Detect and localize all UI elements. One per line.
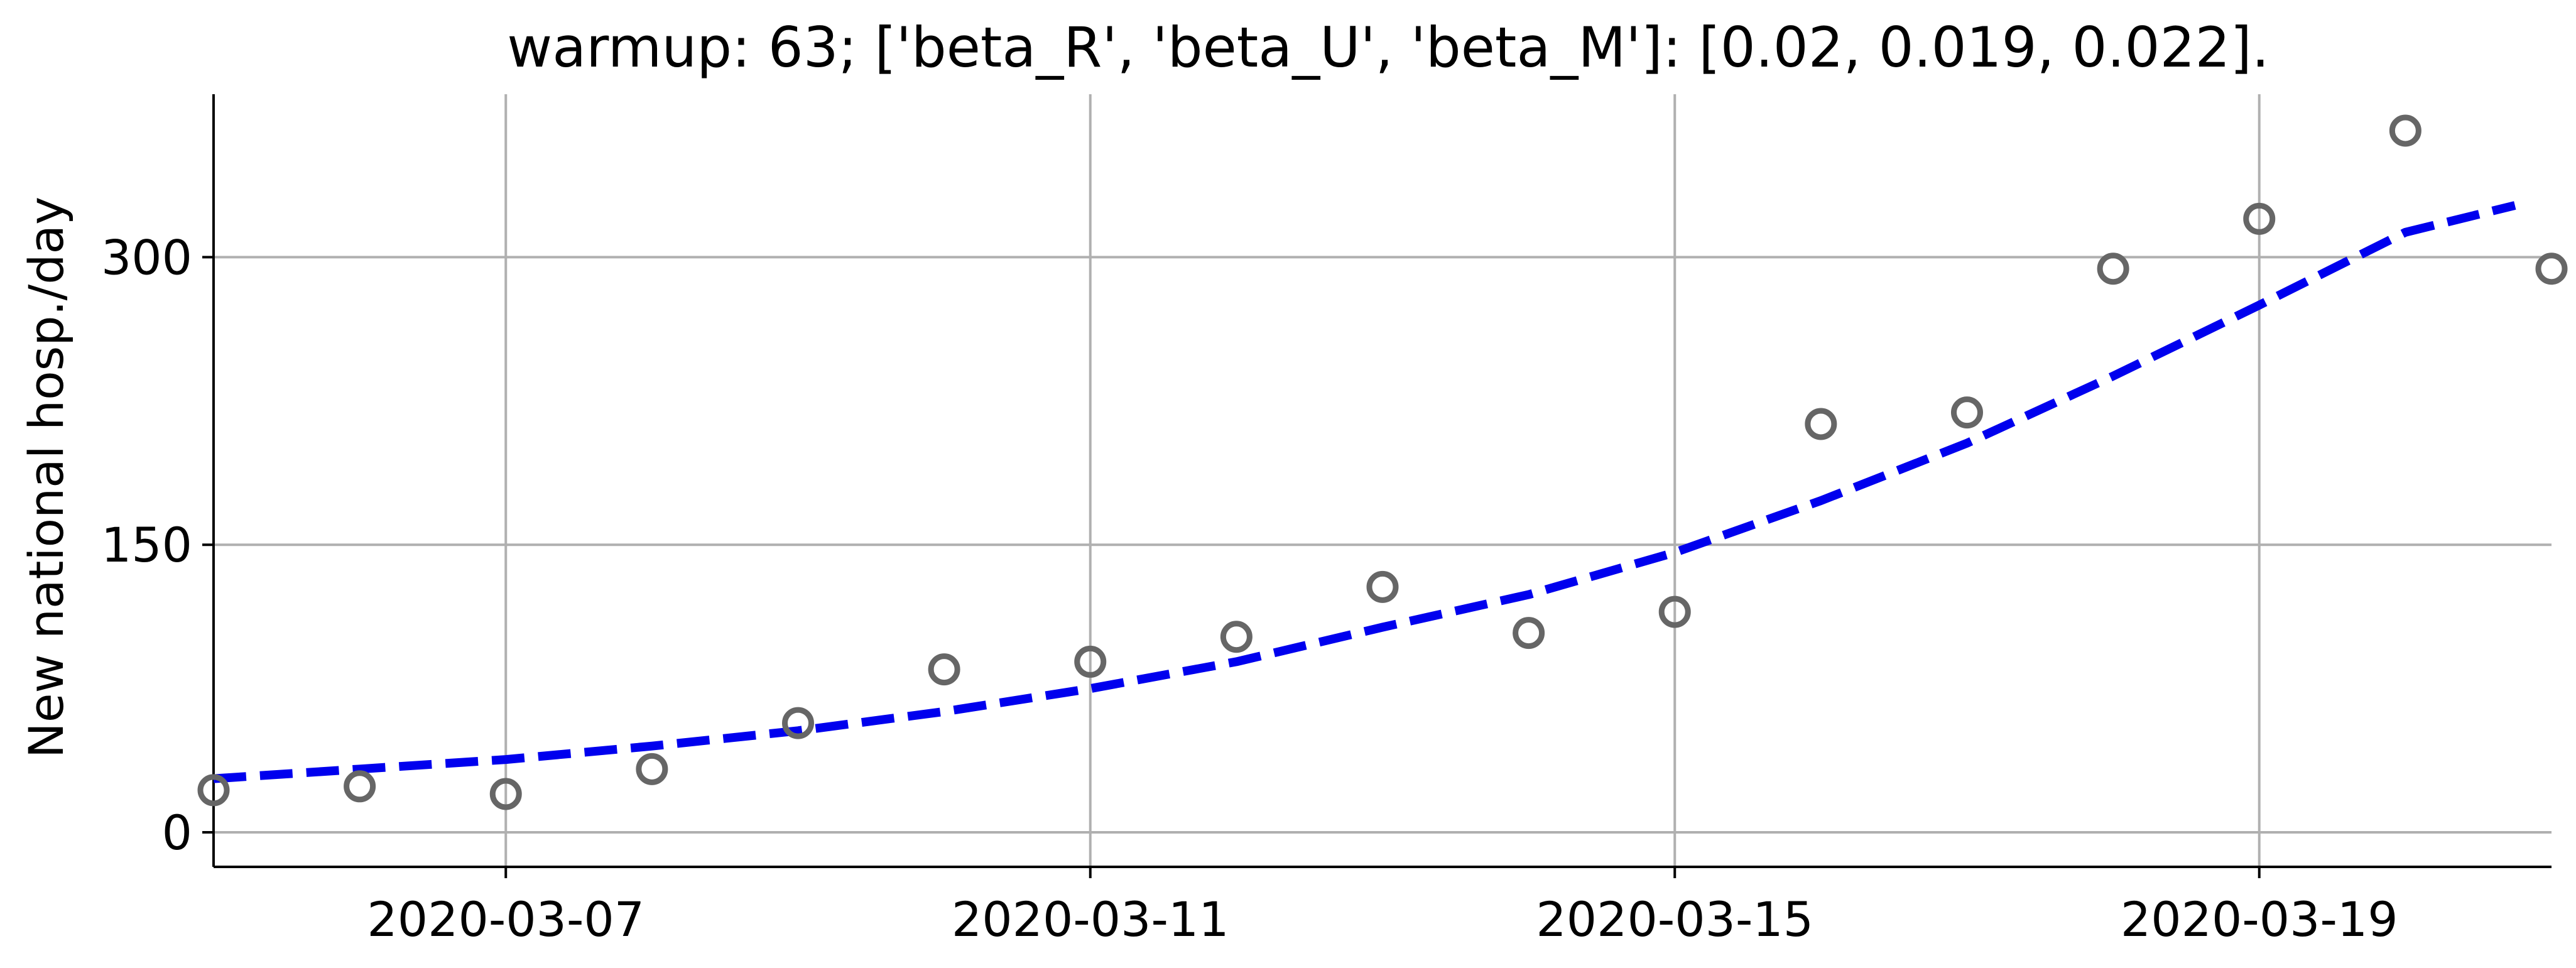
data-point bbox=[1513, 617, 1545, 650]
data-point bbox=[197, 774, 230, 807]
x-tick-label: 2020-03-11 bbox=[952, 891, 1229, 947]
x-tick-label: 2020-03-19 bbox=[2121, 891, 2398, 947]
data-point bbox=[2535, 253, 2568, 285]
y-tick-label: 150 bbox=[101, 517, 192, 573]
x-tick-label: 2020-03-15 bbox=[1536, 891, 1813, 947]
data-point bbox=[782, 707, 814, 739]
data-point bbox=[1366, 570, 1399, 603]
data-point bbox=[2389, 114, 2421, 147]
data-point bbox=[344, 770, 376, 803]
y-axis-label: New national hosp./day bbox=[18, 197, 74, 758]
data-point bbox=[2097, 253, 2129, 285]
data-point bbox=[928, 653, 960, 686]
data-point bbox=[1951, 396, 1983, 429]
chart-title: warmup: 63; ['beta_R', 'beta_U', 'beta_M… bbox=[507, 15, 2269, 80]
data-point bbox=[1658, 595, 1691, 628]
data-point bbox=[1805, 408, 1837, 440]
fit-line-group bbox=[213, 201, 2516, 783]
axes bbox=[202, 94, 2552, 878]
fit-line bbox=[213, 201, 2516, 783]
data-point bbox=[2243, 202, 2276, 235]
y-tick-label: 300 bbox=[101, 229, 192, 285]
data-point bbox=[1074, 645, 1107, 678]
tick-labels: 2020-03-07 2020-03-11 2020-03-15 2020-03-19… bbox=[101, 229, 2398, 947]
data-point bbox=[489, 778, 522, 810]
y-tick-label: 0 bbox=[162, 805, 192, 861]
gridlines bbox=[214, 94, 2552, 867]
data-point bbox=[1220, 621, 1253, 653]
observed-points bbox=[197, 114, 2568, 810]
data-point bbox=[636, 753, 668, 785]
x-tick-label: 2020-03-07 bbox=[367, 891, 644, 947]
